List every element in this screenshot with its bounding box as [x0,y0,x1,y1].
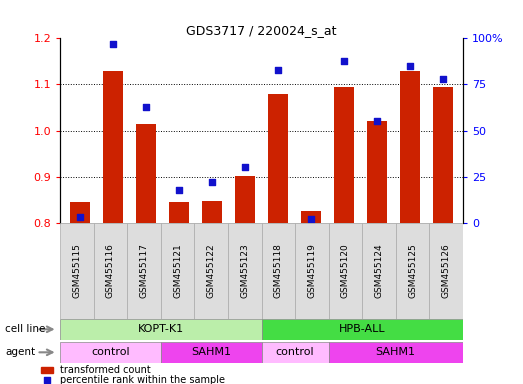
Text: SAHM1: SAHM1 [191,347,231,358]
Bar [396,223,429,319]
Text: GSM455117: GSM455117 [140,243,149,298]
Text: GSM455124: GSM455124 [374,243,383,298]
Point [373,118,381,124]
Point [109,41,117,47]
Text: HPB-ALL: HPB-ALL [339,324,385,334]
Text: agent: agent [5,347,36,358]
Text: control: control [276,347,314,358]
Bar [262,319,463,340]
Point [175,187,183,193]
Title: GDS3717 / 220024_s_at: GDS3717 / 220024_s_at [186,24,337,37]
Point [307,216,315,222]
Bar [228,223,262,319]
Bar [367,121,387,223]
Bar [41,367,53,373]
Bar [268,94,288,223]
Point [406,63,414,69]
Bar [195,223,228,319]
Bar [136,124,156,223]
Point [208,179,216,185]
Text: control: control [91,347,130,358]
Text: GSM455122: GSM455122 [207,243,215,298]
Bar [70,202,90,223]
Text: GSM455125: GSM455125 [408,243,417,298]
Bar [262,223,295,319]
Point [241,164,249,170]
Point [274,67,282,73]
Bar [362,223,396,319]
Bar [295,223,328,319]
Text: GSM455123: GSM455123 [240,243,249,298]
Text: cell line: cell line [5,324,46,334]
Bar [161,223,195,319]
Text: GSM455116: GSM455116 [106,243,115,298]
Bar [60,342,161,363]
Bar [103,71,123,223]
Text: percentile rank within the sample: percentile rank within the sample [60,375,225,384]
Bar [400,71,420,223]
Text: transformed count: transformed count [60,365,151,375]
Text: GSM455115: GSM455115 [72,243,82,298]
Point [340,58,348,64]
Text: GSM455120: GSM455120 [341,243,350,298]
Bar [433,87,453,223]
Bar [127,223,161,319]
Point [142,104,150,110]
Point [439,76,447,82]
Bar [334,87,354,223]
Point [43,377,51,383]
Text: GSM455119: GSM455119 [308,243,316,298]
Text: GSM455126: GSM455126 [441,243,451,298]
Bar [169,202,189,223]
Bar [262,342,328,363]
Bar [328,342,463,363]
Text: KOPT-K1: KOPT-K1 [138,324,184,334]
Text: GSM455121: GSM455121 [173,243,182,298]
Bar [161,342,262,363]
Bar [94,223,127,319]
Bar [60,319,262,340]
Text: SAHM1: SAHM1 [376,347,416,358]
Point [76,214,84,220]
Text: GSM455118: GSM455118 [274,243,283,298]
Bar [301,211,321,223]
Bar [202,200,222,223]
Bar [235,176,255,223]
Bar [328,223,362,319]
Bar [60,223,94,319]
Bar [429,223,463,319]
